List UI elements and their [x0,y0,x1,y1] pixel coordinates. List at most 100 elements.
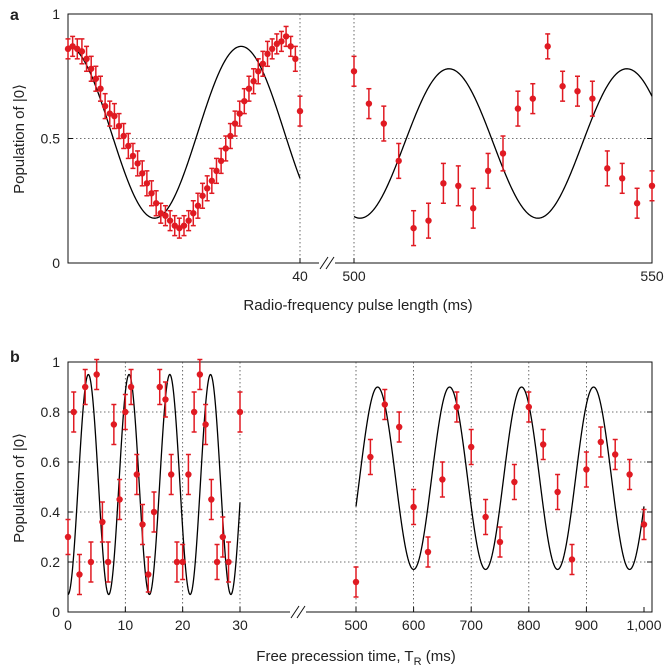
data-point [529,82,536,115]
y-tick-label: 0.4 [41,504,61,520]
data-point [514,90,522,127]
panel-a-label: a [10,7,19,24]
data-point [604,150,611,187]
data-point [282,25,290,48]
data-marker [213,558,221,566]
data-marker [150,508,158,516]
data-point [106,100,113,127]
data-point [540,428,547,461]
data-marker [83,55,90,63]
data-point [612,438,619,471]
data-marker [410,224,417,232]
fit-curve [67,373,241,596]
data-marker [173,558,181,566]
data-point [173,541,181,583]
axis-break-mark [319,256,329,270]
data-point [222,135,229,162]
data-marker [168,471,175,478]
data-marker [236,110,243,117]
data-point [76,553,83,596]
data-marker [76,571,83,578]
data-point [93,358,100,391]
data-point [259,50,267,77]
data-point [143,170,151,197]
data-marker [633,200,641,207]
y-tick-label: 1 [52,6,60,22]
data-point [166,209,174,232]
data-point [381,388,388,421]
data-point [196,358,204,391]
data-point [292,45,299,73]
data-marker [194,202,202,209]
data-marker [554,488,561,496]
data-point [83,45,90,73]
data-point [264,40,271,68]
data-point [525,391,532,423]
data-point [116,478,123,521]
data-marker [350,68,358,75]
data-point [296,95,304,127]
data-marker [222,145,229,152]
data-point [133,453,140,496]
data-marker [410,503,417,511]
plot-frame [67,361,653,613]
data-marker [145,571,152,578]
data-marker [484,167,492,175]
data-marker [292,55,299,63]
fit-curve [67,45,301,219]
data-marker [133,471,140,478]
data-marker [129,152,137,160]
data-point [204,175,211,202]
data-point [597,426,604,458]
data-marker [116,496,123,503]
data-point [88,55,95,82]
data-point [180,214,188,237]
data-point [559,70,566,102]
data-point [236,391,244,433]
data-marker [162,396,169,403]
data-point [97,75,104,102]
data-point [455,165,462,207]
data-marker [93,371,100,378]
data-marker [381,401,388,408]
data-marker [264,50,271,58]
y-tick-label: 0.5 [41,131,61,147]
data-marker [626,471,633,478]
data-point [104,541,112,583]
data-point [101,92,109,120]
data-point [162,381,169,418]
data-point [396,411,403,443]
data-point [134,150,141,177]
data-point [190,391,198,433]
data-point [129,142,137,170]
data-point [350,55,358,87]
data-point [484,152,492,190]
data-point [352,566,360,598]
data-marker [122,408,129,416]
data-point [499,135,507,172]
axis-break-mask [319,255,335,271]
data-marker [455,182,462,190]
data-marker [70,408,77,416]
data-marker [217,157,225,165]
data-point [482,498,489,536]
data-marker [470,205,477,212]
data-marker [514,105,522,112]
data-marker [380,120,387,127]
data-marker [64,533,72,541]
data-marker [196,371,204,378]
data-marker [111,112,118,120]
data-marker [367,453,374,461]
data-marker [268,45,276,53]
data-marker [424,548,432,556]
data-point [213,157,220,185]
data-marker [139,521,146,528]
data-point [380,105,387,142]
data-marker [104,558,112,566]
x-tick-label: 500 [344,617,368,633]
y-tick-label: 0 [52,604,60,620]
data-marker [199,192,206,199]
panel-b-label: b [10,349,20,366]
panel-b-xlabel-unit: (ms) [422,648,456,665]
